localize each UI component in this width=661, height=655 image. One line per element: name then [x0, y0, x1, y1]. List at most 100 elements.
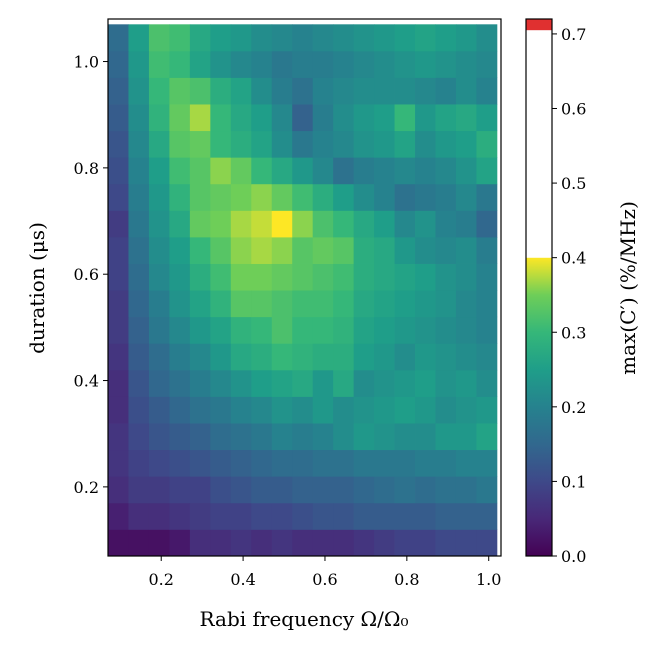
heatmap-cell: [230, 502, 252, 530]
heatmap-cell: [435, 130, 457, 158]
heatmap-cell: [435, 369, 457, 397]
heatmap-cell: [210, 157, 232, 185]
heatmap-cell: [374, 502, 395, 530]
heatmap-cell: [374, 210, 395, 238]
heatmap-cell: [292, 236, 314, 264]
heatmap-cell: [108, 502, 129, 530]
heatmap-cell: [210, 396, 232, 424]
heatmap-cell: [169, 316, 191, 344]
heatmap-cell: [128, 449, 150, 477]
heatmap-cell: [230, 343, 252, 371]
heatmap-cell: [169, 50, 191, 78]
heatmap-cell: [108, 77, 129, 105]
heatmap-cell: [476, 157, 498, 185]
heatmap-cell: [415, 502, 436, 530]
heatmap-cell: [189, 183, 211, 211]
heatmap-cell: [128, 183, 150, 211]
heatmap-cell: [128, 157, 150, 185]
heatmap-cell: [251, 529, 273, 557]
heatmap-cell: [210, 316, 232, 344]
heatmap-cell: [230, 423, 252, 451]
heatmap-cell: [230, 130, 252, 158]
colorbar-white-segment: [526, 30, 552, 258]
heatmap-cell: [374, 476, 395, 504]
heatmap-cell: [189, 396, 211, 424]
heatmap-cell: [230, 290, 252, 318]
heatmap-cell: [353, 157, 375, 185]
heatmap-cell: [251, 263, 273, 291]
heatmap-cell: [128, 104, 150, 132]
x-tick-label: 0.4: [230, 570, 255, 589]
heatmap-cell: [292, 50, 314, 78]
heatmap-cell: [292, 449, 314, 477]
heatmap-cell: [271, 423, 293, 451]
heatmap-cell: [374, 104, 395, 132]
heatmap-cell: [148, 449, 170, 477]
heatmap-cell: [230, 183, 252, 211]
y-tick-label: 0.6: [74, 265, 99, 284]
heatmap-cell: [415, 24, 436, 52]
heatmap-cell: [292, 316, 314, 344]
heatmap-cell: [108, 157, 129, 185]
heatmap-cell: [435, 263, 457, 291]
heatmap-cell: [108, 236, 129, 264]
heatmap-cell: [230, 449, 252, 477]
heatmap-cell: [415, 369, 436, 397]
heatmap-cell: [455, 157, 477, 185]
heatmap-cell: [271, 183, 293, 211]
heatmap-cell: [169, 290, 191, 318]
heatmap-cell: [476, 183, 498, 211]
heatmap-cell: [210, 290, 232, 318]
heatmap-cell: [333, 236, 355, 264]
heatmap-cell: [148, 236, 170, 264]
heatmap-cell: [271, 24, 293, 52]
heatmap-cell: [476, 77, 498, 105]
heatmap-cell: [230, 157, 252, 185]
heatmap-cell: [476, 104, 498, 132]
heatmap-cell: [210, 343, 232, 371]
heatmap-cell: [210, 24, 232, 52]
heatmap-cell: [415, 263, 436, 291]
heatmap-cell: [169, 24, 191, 52]
heatmap-cell: [312, 423, 334, 451]
heatmap-cell: [128, 476, 150, 504]
heatmap-cell: [128, 130, 150, 158]
heatmap-cell: [394, 50, 416, 78]
heatmap-cell: [271, 529, 293, 557]
heatmap-cell: [374, 396, 395, 424]
heatmap-cell: [148, 50, 170, 78]
heatmap-cell: [374, 183, 395, 211]
heatmap-cell: [148, 24, 170, 52]
heatmap-cell: [292, 263, 314, 291]
heatmap-cell: [148, 210, 170, 238]
heatmap-cell: [108, 183, 129, 211]
heatmap-cell: [292, 77, 314, 105]
heatmap-cell: [394, 423, 416, 451]
heatmap-cell: [148, 369, 170, 397]
colorbar-tick-label: 0.2: [561, 398, 586, 417]
heatmap-cell: [169, 183, 191, 211]
heatmap-cell: [333, 77, 355, 105]
heatmap-cell: [435, 529, 457, 557]
heatmap-cell: [292, 476, 314, 504]
heatmap-cell: [394, 476, 416, 504]
heatmap-cell: [189, 316, 211, 344]
heatmap-cell: [292, 369, 314, 397]
heatmap-cell: [312, 236, 334, 264]
heatmap-cell: [415, 290, 436, 318]
heatmap-cell: [210, 236, 232, 264]
heatmap-cell: [148, 316, 170, 344]
heatmap-cell: [169, 343, 191, 371]
x-tick-label: 0.8: [394, 570, 419, 589]
heatmap-cell: [394, 529, 416, 557]
heatmap-cell: [455, 77, 477, 105]
heatmap-cell: [476, 24, 498, 52]
heatmap-cell: [230, 396, 252, 424]
heatmap-cell: [210, 423, 232, 451]
heatmap-cell: [108, 210, 129, 238]
heatmap-cell: [374, 343, 395, 371]
heatmap-cell: [271, 157, 293, 185]
y-axis-label: duration (μs): [25, 222, 49, 354]
heatmap-cell: [271, 130, 293, 158]
heatmap-cell: [128, 236, 150, 264]
